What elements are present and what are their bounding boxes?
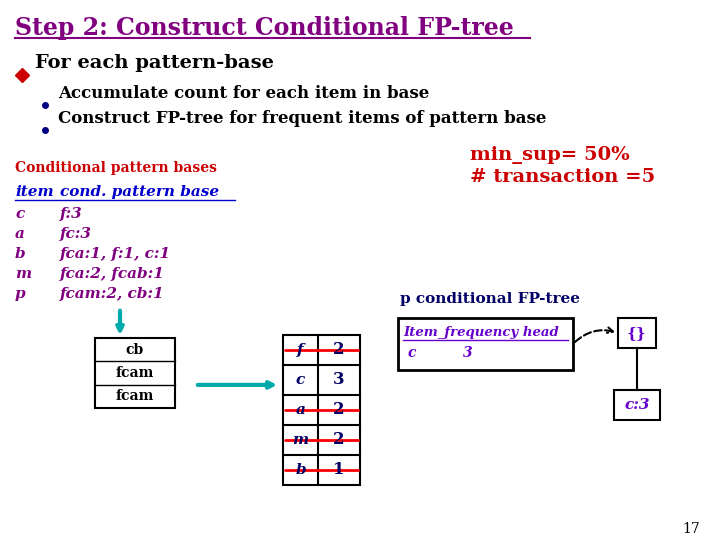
Bar [614, 390, 660, 420]
Text: m: m [292, 433, 309, 447]
Text: 3: 3 [463, 346, 472, 360]
Text: Item_frequency head: Item_frequency head [403, 326, 559, 339]
Text: cb: cb [126, 342, 144, 356]
Text: c: c [408, 346, 416, 360]
Text: 2: 2 [333, 341, 345, 359]
Bar [618, 318, 656, 348]
Text: # transaction =5: # transaction =5 [470, 168, 655, 186]
Text: 1: 1 [333, 461, 345, 478]
Text: c: c [296, 373, 305, 387]
Text: {}: {} [627, 326, 647, 340]
Text: For each pattern-base: For each pattern-base [35, 54, 274, 72]
Text: Conditional pattern bases: Conditional pattern bases [15, 161, 217, 175]
Bar [398, 318, 573, 370]
Text: min_sup= 50%: min_sup= 50% [470, 146, 630, 164]
Text: c:3: c:3 [624, 398, 649, 412]
Text: b: b [15, 247, 26, 261]
Text: c: c [15, 207, 24, 221]
Text: f:3: f:3 [60, 207, 83, 221]
Text: fca:2, fcab:1: fca:2, fcab:1 [60, 267, 165, 281]
Text: fca:1, f:1, c:1: fca:1, f:1, c:1 [60, 247, 171, 261]
Text: fc:3: fc:3 [60, 227, 92, 241]
Text: Accumulate count for each item in base: Accumulate count for each item in base [58, 85, 429, 102]
Text: 3: 3 [333, 372, 345, 388]
Text: fcam: fcam [116, 389, 154, 403]
Text: Step 2: Construct Conditional FP-tree: Step 2: Construct Conditional FP-tree [15, 16, 514, 40]
Text: fcam: fcam [116, 366, 154, 380]
Text: p: p [15, 287, 26, 301]
Text: b: b [295, 463, 306, 477]
Bar [283, 335, 360, 485]
Text: cond. pattern base: cond. pattern base [60, 185, 219, 199]
Text: Construct FP-tree for frequent items of pattern base: Construct FP-tree for frequent items of … [58, 110, 546, 127]
Text: a: a [15, 227, 25, 241]
Text: item: item [15, 185, 53, 199]
Text: 2: 2 [333, 431, 345, 448]
Text: f: f [297, 343, 304, 357]
Bar [95, 338, 175, 408]
Text: a: a [296, 403, 305, 417]
Text: 2: 2 [333, 401, 345, 418]
Text: m: m [15, 267, 31, 281]
Text: 17: 17 [683, 522, 700, 536]
Text: p conditional FP-tree: p conditional FP-tree [400, 292, 580, 306]
Text: fcam:2, cb:1: fcam:2, cb:1 [60, 287, 165, 301]
